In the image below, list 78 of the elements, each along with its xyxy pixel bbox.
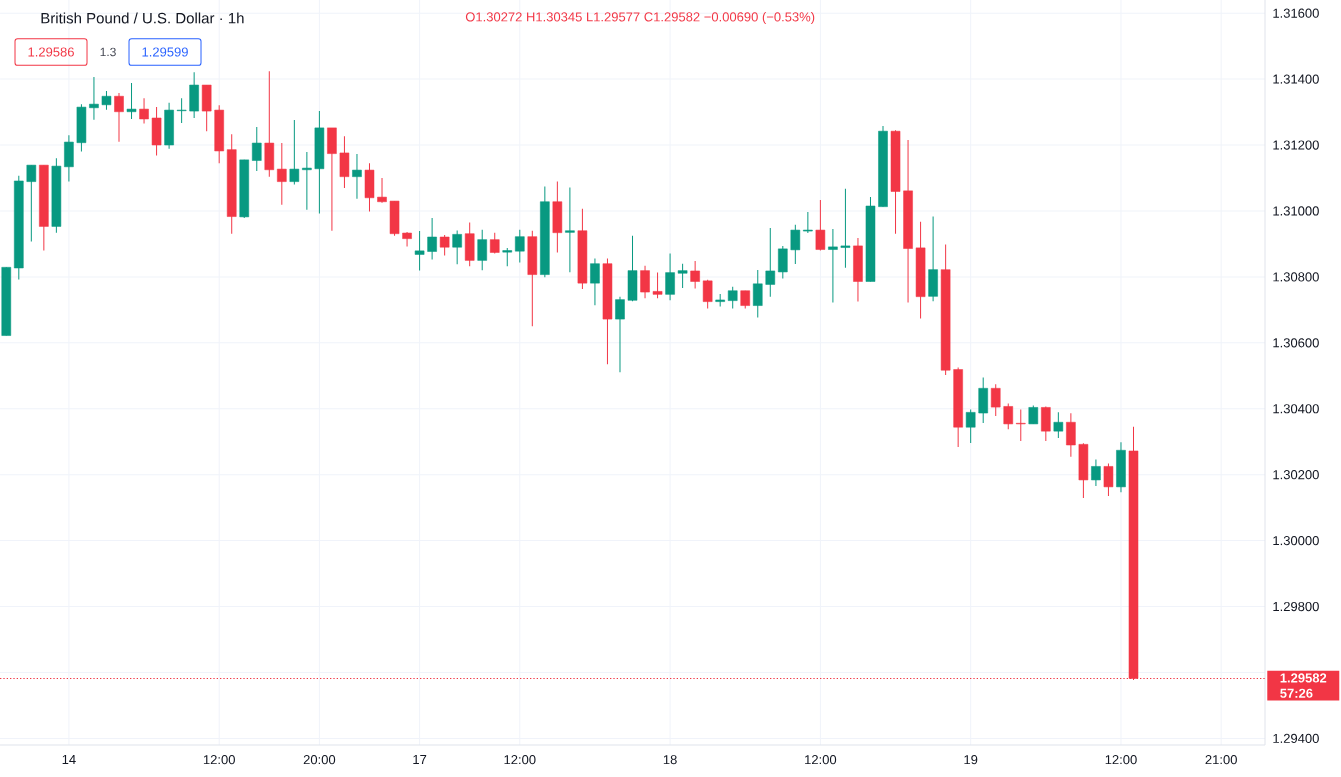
candlestick — [1066, 412, 1076, 458]
y-tick-label: 1.30400 — [1273, 404, 1319, 414]
candlestick — [677, 263, 688, 289]
candlestick — [803, 211, 813, 234]
candlestick — [402, 231, 412, 248]
candlestick — [815, 199, 826, 252]
annotation: 1.29586 — [28, 47, 74, 57]
candlestick — [840, 188, 851, 269]
x-tick-label: 20:00 — [303, 755, 336, 765]
x-tick-label: 12:00 — [1105, 755, 1137, 765]
y-tick-label: 1.30600 — [1273, 338, 1319, 348]
x-tick-label: 17 — [413, 755, 427, 764]
candlestick — [452, 229, 462, 265]
x-tick-label: 12:00 — [203, 755, 235, 765]
x-tick-label: 12:00 — [504, 755, 536, 765]
x-tick-label: 18 — [663, 755, 677, 765]
annotation: O1.30272 H1.30345 L1.29577 C1.29582 −0.00690 (−0.53%) — [465, 11, 815, 25]
x-tick-label: 21:00 — [1205, 755, 1237, 765]
candlestick — [26, 164, 37, 243]
candlestick — [101, 90, 112, 111]
candlestick — [439, 234, 450, 256]
ref-line-label: 1.29582 — [1280, 673, 1327, 683]
candlestick — [302, 151, 312, 211]
candlestick — [477, 229, 487, 271]
candlestick — [965, 408, 976, 444]
y-tick-label: 1.30200 — [1273, 470, 1319, 480]
candlestick — [752, 269, 763, 318]
candlestick — [139, 97, 149, 125]
candlestick — [251, 126, 262, 172]
candlestick — [176, 97, 187, 124]
candlestick — [778, 245, 788, 280]
candlestick — [1091, 459, 1101, 487]
candlestick — [277, 142, 287, 206]
candlestick — [640, 265, 650, 299]
y-tick-label: 1.31400 — [1273, 74, 1319, 84]
candlestick — [727, 286, 738, 310]
candlestick — [828, 228, 838, 304]
candlestick — [289, 119, 300, 186]
candlestick — [1103, 462, 1114, 497]
candlestick — [590, 257, 600, 306]
y-tick-label: 1.31000 — [1273, 206, 1319, 216]
candlestick — [427, 217, 437, 260]
candlestick — [1053, 411, 1064, 439]
candlestick — [1041, 405, 1051, 442]
candlestick — [377, 177, 387, 204]
candlestick — [702, 279, 713, 310]
y-tick-label: 1.29800 — [1273, 601, 1319, 612]
x-tick-label: 14 — [62, 755, 76, 764]
annotation: 1.29599 — [142, 47, 188, 57]
candlestick — [515, 229, 525, 263]
candlestick — [1028, 404, 1039, 425]
candlestick — [665, 252, 675, 301]
candlestick — [126, 82, 137, 120]
candlestick — [89, 76, 99, 121]
x-tick-label: 19 — [964, 755, 978, 765]
annotation: 1.3 — [100, 47, 116, 57]
y-tick-label: 1.29400 — [1273, 733, 1319, 743]
y-tick-label: 1.31200 — [1273, 140, 1319, 150]
candlestick — [990, 383, 1001, 417]
candlestick — [565, 187, 575, 273]
candlestick — [652, 272, 663, 299]
candlestick — [690, 260, 700, 289]
x-tick-label: 12:00 — [805, 755, 837, 765]
candlestick — [502, 247, 513, 267]
candlestick — [1003, 402, 1014, 430]
text: British Pound / U.S. Dollar · 1h — [41, 12, 244, 24]
y-tick-label: 1.30800 — [1273, 272, 1319, 282]
y-tick-label: 1.31600 — [1273, 8, 1319, 18]
candlestick — [414, 230, 425, 272]
text: 57:26 — [1280, 688, 1313, 698]
candlestick — [339, 135, 350, 189]
candlestick — [114, 92, 124, 143]
candlestick — [1016, 408, 1026, 442]
candlestick — [352, 153, 362, 200]
candlestick — [790, 224, 801, 265]
candlestick — [615, 296, 625, 373]
candlestick — [765, 227, 776, 298]
y-tick-label: 1.30000 — [1273, 536, 1319, 546]
